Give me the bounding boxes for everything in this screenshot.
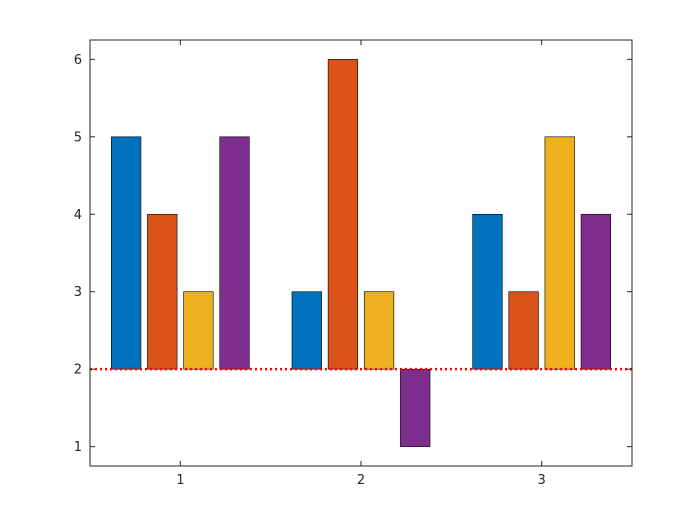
x-tick-label: 1 bbox=[176, 473, 184, 488]
x-tick-label: 2 bbox=[357, 473, 365, 488]
plot-area-background bbox=[90, 40, 632, 466]
bar-series3-category-2 bbox=[363, 291, 395, 370]
ticks-layer: 1 2 3 4 5 6 1 2 3 bbox=[74, 40, 632, 488]
bar-series4-category-2 bbox=[400, 368, 431, 447]
bar-series3-category-1 bbox=[183, 291, 214, 370]
y-tick-label: 4 bbox=[74, 208, 82, 223]
bar-series1-category-3 bbox=[472, 213, 503, 370]
y-tick-label: 3 bbox=[74, 285, 82, 300]
bar-series3-category-3 bbox=[544, 136, 575, 370]
bar-series2-category-1 bbox=[147, 213, 178, 370]
y-tick-label: 6 bbox=[74, 53, 82, 68]
bar-series1-category-2 bbox=[291, 291, 322, 370]
bar-series1-category-1 bbox=[111, 136, 142, 370]
bar-series2-category-2 bbox=[327, 59, 359, 370]
y-tick-label: 5 bbox=[74, 130, 82, 145]
plot-frame bbox=[89, 39, 633, 467]
bar-series2-category-3 bbox=[508, 291, 539, 370]
bar-series4-category-1 bbox=[219, 136, 250, 370]
bars-layer bbox=[111, 59, 611, 447]
y-tick-label: 1 bbox=[74, 440, 82, 455]
bar-series4-category-3 bbox=[580, 213, 611, 370]
y-tick-label: 2 bbox=[74, 363, 82, 378]
x-tick-label: 3 bbox=[538, 473, 546, 488]
